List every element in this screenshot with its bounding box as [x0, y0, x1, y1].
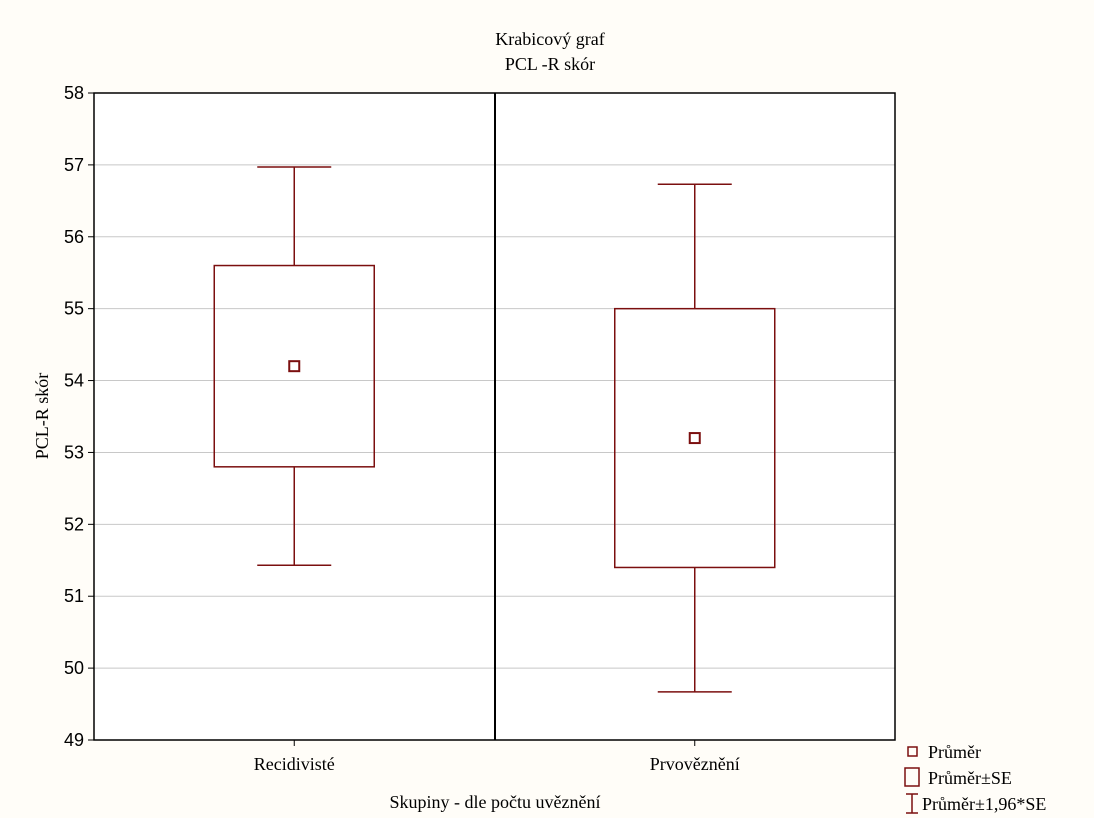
y-tick-label: 52 — [64, 514, 84, 534]
se-box — [213, 264, 375, 468]
plot-border — [93, 92, 896, 741]
x-axis-ticks: Recidivisté Prvověznění — [254, 740, 740, 774]
mean-point — [688, 432, 701, 445]
x-axis-label: Skupiny - dle počtu uvěznění — [390, 792, 601, 812]
y-tick-label: 50 — [64, 658, 84, 678]
x-tick-label: Recidivisté — [254, 754, 335, 774]
y-tick-label: 54 — [64, 371, 84, 391]
legend-item: Průměr±SE — [904, 767, 1012, 788]
y-tick-label: 49 — [64, 730, 84, 750]
legend-whisker-icon — [906, 793, 918, 814]
y-tick-label: 55 — [64, 299, 84, 319]
x-tick-label: Prvověznění — [650, 754, 740, 774]
chart-subtitle: PCL -R skór — [505, 54, 595, 74]
y-tick-label: 58 — [64, 83, 84, 103]
legend-box-icon — [904, 767, 920, 787]
box-group — [614, 183, 776, 693]
boxes — [213, 166, 776, 693]
y-axis-label: PCL-R skór — [32, 373, 52, 460]
box-group — [213, 166, 375, 567]
y-tick-label: 56 — [64, 227, 84, 247]
y-axis-ticks: 49 50 51 52 53 54 55 56 57 58 — [64, 83, 94, 750]
chart-title: Krabicový graf — [495, 29, 604, 49]
legend-label: Průměr±SE — [928, 768, 1012, 788]
mean-point — [288, 360, 301, 373]
legend-item: Průměr±1,96*SE — [906, 793, 1046, 814]
legend-item: Průměr — [907, 742, 981, 762]
y-tick-label: 57 — [64, 155, 84, 175]
legend-point-icon — [907, 746, 918, 757]
legend: Průměr Průměr±SE Průměr±1,96*SE — [904, 742, 1046, 814]
y-tick-label: 51 — [64, 586, 84, 606]
legend-label: Průměr — [928, 742, 981, 762]
y-tick-label: 53 — [64, 442, 84, 462]
legend-label: Průměr±1,96*SE — [922, 794, 1046, 814]
se-box — [614, 307, 776, 569]
